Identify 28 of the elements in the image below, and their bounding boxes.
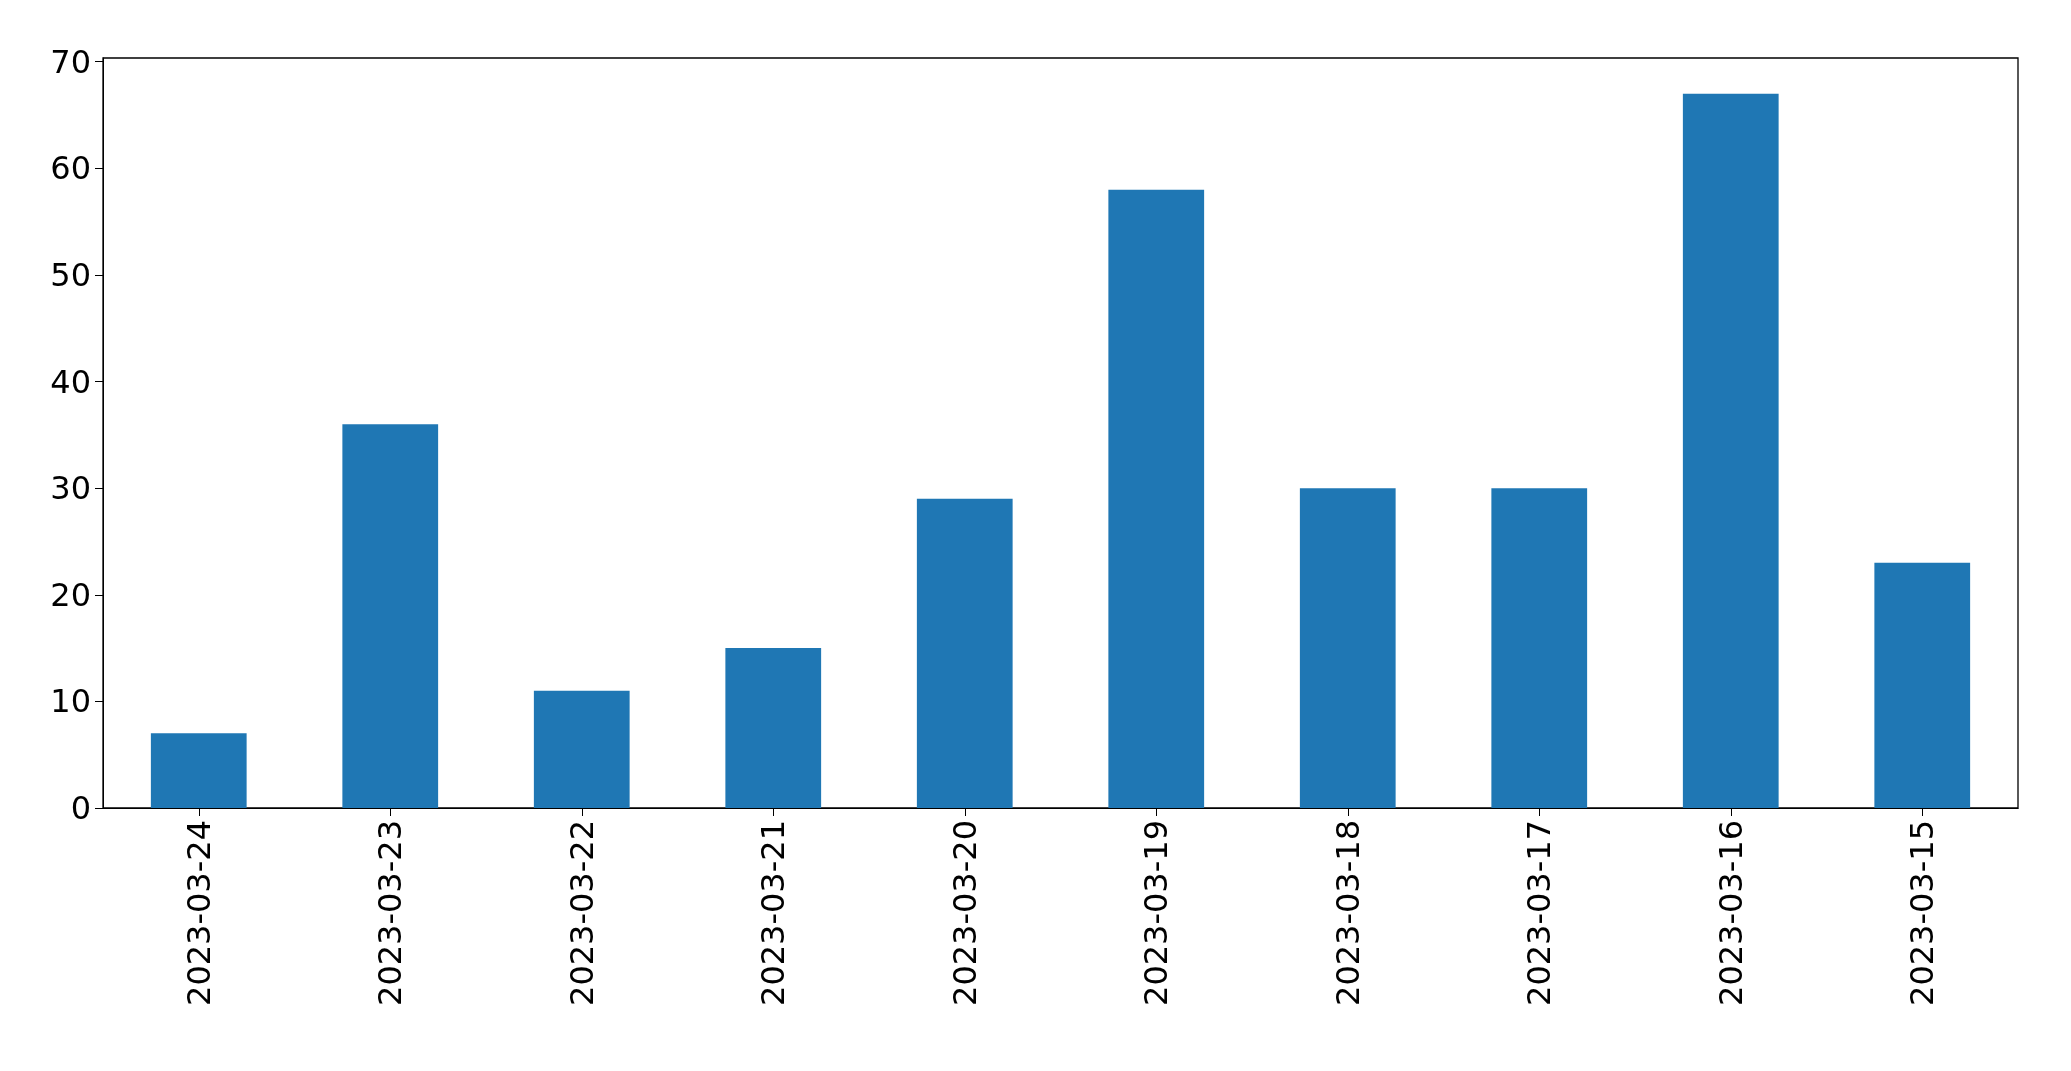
bar	[1491, 488, 1588, 808]
y-tick-label: 40	[50, 362, 91, 401]
bar	[342, 424, 439, 808]
bar	[1874, 562, 1971, 808]
x-tick-label: 2023-03-22	[562, 820, 601, 1006]
y-tick-label: 20	[50, 575, 91, 614]
x-tick-label: 2023-03-21	[754, 820, 793, 1006]
y-tick-label: 30	[50, 469, 91, 508]
x-tick-label: 2023-03-24	[179, 820, 218, 1006]
bar	[1299, 488, 1396, 808]
bar	[1682, 93, 1779, 808]
y-tick-label: 50	[50, 255, 91, 294]
bar	[725, 648, 822, 808]
x-tick-label: 2023-03-17	[1520, 820, 1559, 1006]
bar	[916, 498, 1013, 808]
bar	[150, 733, 247, 808]
y-tick-label: 60	[50, 149, 91, 188]
bar	[533, 690, 630, 808]
x-tick-label: 2023-03-16	[1711, 820, 1750, 1006]
x-tick-label: 2023-03-23	[371, 820, 410, 1006]
y-tick-label: 10	[50, 682, 91, 721]
x-tick-label: 2023-03-15	[1903, 820, 1942, 1006]
x-tick-label: 2023-03-19	[1137, 820, 1176, 1006]
y-tick-label: 70	[50, 42, 91, 81]
bar	[1108, 189, 1205, 808]
x-tick-label: 2023-03-20	[945, 820, 984, 1006]
y-tick-label: 0	[70, 789, 91, 827]
x-tick-label: 2023-03-18	[1328, 820, 1367, 1006]
